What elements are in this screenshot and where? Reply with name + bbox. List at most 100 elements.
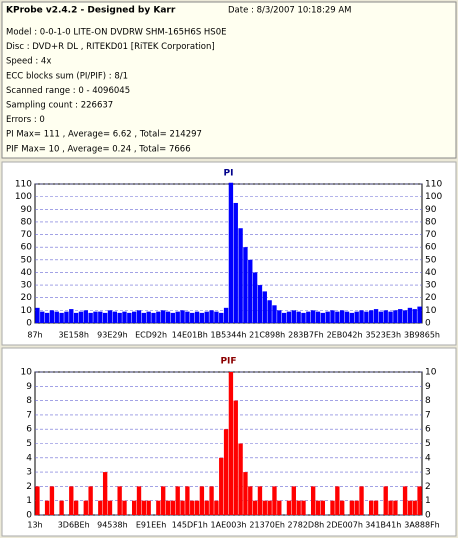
bar [214,311,219,323]
bar [335,486,340,515]
y-tick-label-right: 8 [425,396,431,406]
bar [306,311,311,323]
bar [301,312,306,323]
bar [407,500,413,515]
bar [180,310,185,323]
y-tick-label: 1 [26,496,32,506]
info-line: PI Max= 111 , Average= 6.62 , Total= 214… [6,130,202,140]
y-tick-label: 70 [21,230,33,240]
bar [59,500,64,515]
y-tick-label: 7 [26,410,32,420]
bar [54,311,59,323]
bar [107,500,113,515]
x-tick-label: 341B41h [365,521,401,530]
y-tick-label-right: 5 [425,439,431,449]
bar [354,500,359,515]
bar [165,500,171,515]
bar [393,310,398,323]
bar [194,311,200,323]
bar [73,312,79,323]
bar [373,500,379,515]
bar [257,285,263,323]
bar [325,311,330,323]
bar [388,500,393,515]
bar [349,312,355,323]
x-tick-label: 87h [27,331,42,340]
bar [219,312,224,323]
bar [223,307,229,323]
bar [291,486,296,515]
plot-area [34,371,423,516]
y-tick-label-right: 20 [425,293,437,303]
bar [185,486,190,515]
info-line: PIF Max= 10 , Average= 0.24 , Total= 766… [6,144,191,154]
bar [315,500,321,515]
bar [136,310,142,323]
bar [112,311,117,323]
x-tick-label: 3523E3h [366,331,402,340]
bar [407,307,413,323]
x-tick-label: 13h [27,521,42,530]
bar [364,311,369,323]
bar [402,486,408,515]
x-tick-label: 2EB042h [327,331,363,340]
y-tick-label: 10 [21,368,33,378]
bar [117,312,122,323]
y-tick-label: 90 [21,205,33,215]
bar [398,309,403,323]
x-tick-label: 3B9865h [404,331,440,340]
bar [383,486,388,515]
y-tick-label: 30 [21,281,33,291]
bar [238,228,243,323]
bar [417,306,422,323]
bar [228,182,234,323]
bar [88,486,93,515]
bar [238,443,243,515]
bar [315,311,321,323]
bar [190,312,195,323]
x-tick-label: 283B7Fh [288,331,324,340]
info-line: Disc : DVD+R DL , RITEKD01 [RiTEK Corpor… [6,42,215,52]
chart-title: PIF [220,357,236,367]
bar [122,311,127,323]
bar [102,312,108,323]
x-tick-label: 93E29h [97,331,127,340]
y-tick-label: 60 [21,243,33,253]
bar [165,311,171,323]
bar [310,486,316,515]
bar [141,312,147,323]
bar [98,500,103,515]
bar [44,500,50,515]
bar [131,500,137,515]
bar [402,310,408,323]
bar [369,310,374,323]
bar [209,486,214,515]
bar [59,312,64,323]
bar [301,500,306,515]
y-tick-label: 4 [26,453,32,463]
info-line: Model : 0-0-1-0 LITE-ON DVDRW SHM-165H6S… [6,28,226,38]
bar [340,310,345,323]
y-tick-label-right: 6 [425,425,431,435]
y-tick-label-right: 50 [425,255,437,265]
info-line: ECC blocks sum (PI/PIF) : 8/1 [6,71,128,81]
app-title: KProbe v2.4.2 - Designed by Karr [6,6,176,16]
info-line: Errors : 0 [6,115,45,125]
bar [88,312,93,323]
bar [378,311,384,323]
y-tick-label: 110 [15,180,32,190]
bar [40,311,45,323]
info-panel [1,1,457,159]
bar [296,311,301,323]
bar [170,312,176,323]
bar [286,311,292,323]
bar [233,400,238,515]
bar [330,500,335,515]
bar [320,500,326,515]
y-tick-label-right: 0 [425,319,431,329]
scan-date: Date : 8/3/2007 10:18:29 AM [228,6,352,16]
bar [35,486,40,515]
bar [146,311,151,323]
bar [330,310,335,323]
